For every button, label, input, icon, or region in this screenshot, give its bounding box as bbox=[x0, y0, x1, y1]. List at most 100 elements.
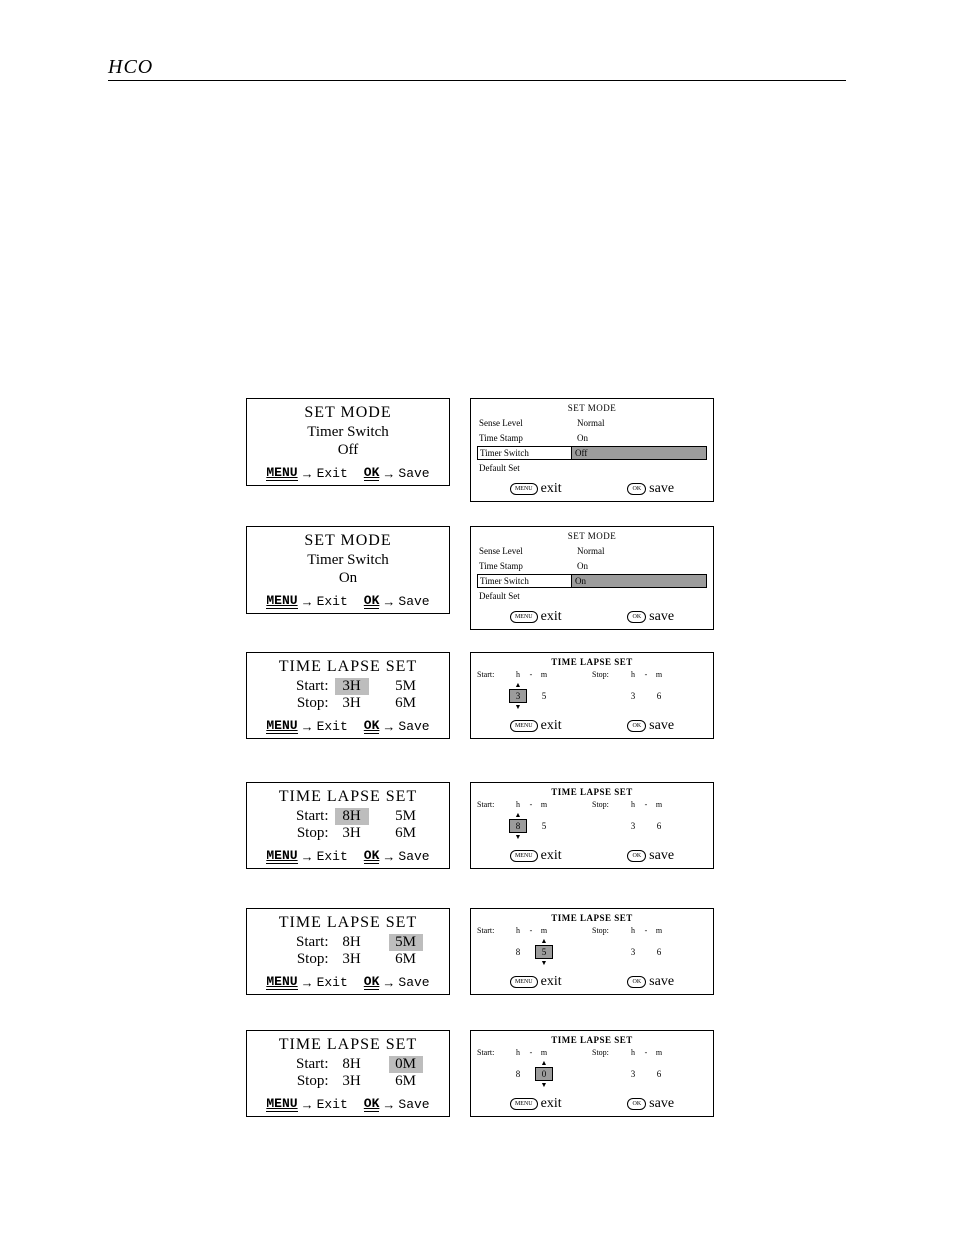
left-footer: MENU→Exit OK→Save bbox=[266, 718, 429, 734]
ok-button[interactable]: OK bbox=[364, 465, 380, 481]
left-stop_h[interactable]: 3H bbox=[335, 1073, 369, 1090]
spinner-s_m[interactable]: 5 bbox=[535, 819, 553, 833]
ok-button[interactable]: OK bbox=[364, 1096, 380, 1112]
menu-pill-button[interactable]: MENUexit bbox=[510, 481, 562, 497]
left-title: SET MODE bbox=[304, 532, 391, 550]
spinner-t_h[interactable]: 3 bbox=[624, 945, 642, 959]
spinner-s_m[interactable]: ▲5▼ bbox=[535, 945, 553, 959]
up-arrow-icon[interactable]: ▲ bbox=[515, 812, 522, 818]
menu-item-defaultset[interactable]: Default Set bbox=[477, 463, 574, 473]
down-arrow-icon[interactable]: ▼ bbox=[541, 960, 548, 966]
spinner-t_m[interactable]: 6 bbox=[650, 689, 668, 703]
left-stop_h[interactable]: 3H bbox=[335, 951, 369, 968]
up-arrow-icon[interactable]: ▲ bbox=[541, 1060, 548, 1066]
panel-row: TIME LAPSE SET Start: 3H 5M Stop: 3H 6M … bbox=[246, 652, 714, 739]
left-stop_h[interactable]: 3H bbox=[335, 695, 369, 712]
left-start_h[interactable]: 3H bbox=[335, 678, 369, 695]
left-tls-panel: TIME LAPSE SET Start: 8H 0M Stop: 3H 6M … bbox=[246, 1030, 450, 1117]
ok-pill-button[interactable]: OKsave bbox=[627, 974, 674, 990]
menu-item-timestamp[interactable]: Time Stamp bbox=[477, 433, 574, 443]
down-arrow-icon[interactable]: ▼ bbox=[515, 834, 522, 840]
menu-button[interactable]: MENU bbox=[266, 593, 297, 609]
spinner-s_h[interactable]: 8 bbox=[509, 945, 527, 959]
menu-item-timerswitch[interactable]: Timer Switch bbox=[477, 446, 572, 460]
menu-button[interactable]: MENU bbox=[266, 848, 297, 864]
menu-item-defaultset[interactable]: Default Set bbox=[477, 591, 574, 601]
ok-pill-button[interactable]: OKsave bbox=[627, 848, 674, 864]
left-title: SET MODE bbox=[304, 404, 391, 422]
left-start_h[interactable]: 8H bbox=[335, 934, 369, 951]
right-tls-panel: TIME LAPSE SET Start: h-m Stop: h-m 8 ▲0… bbox=[470, 1030, 714, 1117]
panel-row: SET MODE Timer Switch On MENU→Exit OK→Sa… bbox=[246, 526, 714, 630]
left-stop_m[interactable]: 6M bbox=[389, 951, 423, 968]
left-stop_m[interactable]: 6M bbox=[389, 695, 423, 712]
menu-pill-button[interactable]: MENUexit bbox=[510, 848, 562, 864]
menu-pill-button[interactable]: MENUexit bbox=[510, 1096, 562, 1112]
right-setmode-panel: SET MODE Sense LevelNormal Time StampOn … bbox=[470, 526, 714, 630]
left-footer: MENU→Exit OK→Save bbox=[266, 1096, 429, 1112]
down-arrow-icon[interactable]: ▼ bbox=[541, 1082, 548, 1088]
stop-label: Stop: bbox=[592, 1048, 624, 1057]
right-title: SET MODE bbox=[477, 531, 707, 541]
spinner-t_h[interactable]: 3 bbox=[624, 1067, 642, 1081]
menu-button[interactable]: MENU bbox=[266, 465, 297, 481]
spinner-s_h[interactable]: ▲3▼ bbox=[509, 689, 527, 703]
left-title: TIME LAPSE SET bbox=[279, 1036, 417, 1054]
left-start_m[interactable]: 5M bbox=[389, 934, 423, 951]
menu-item-value: Off bbox=[572, 446, 707, 460]
spinner-t_m[interactable]: 6 bbox=[650, 945, 668, 959]
spinner-t_h[interactable]: 3 bbox=[624, 689, 642, 703]
menu-item-sense[interactable]: Sense Level bbox=[477, 418, 574, 428]
down-arrow-icon[interactable]: ▼ bbox=[515, 704, 522, 710]
up-arrow-icon[interactable]: ▲ bbox=[515, 682, 522, 688]
right-footer: MENUexit OKsave bbox=[477, 974, 707, 990]
left-stop_m[interactable]: 6M bbox=[389, 825, 423, 842]
menu-item-sense[interactable]: Sense Level bbox=[477, 546, 574, 556]
left-title: TIME LAPSE SET bbox=[279, 658, 417, 676]
stop-label: Stop: bbox=[592, 670, 624, 679]
menu-button[interactable]: MENU bbox=[266, 1096, 297, 1112]
left-start_m[interactable]: 5M bbox=[389, 678, 423, 695]
spinner-s_h[interactable]: 8 bbox=[509, 1067, 527, 1081]
spinner-s_m[interactable]: 5 bbox=[535, 689, 553, 703]
left-stop_m[interactable]: 6M bbox=[389, 1073, 423, 1090]
start-label: Start: bbox=[477, 1048, 509, 1057]
right-title: TIME LAPSE SET bbox=[477, 787, 707, 797]
spinner-t_m[interactable]: 6 bbox=[650, 1067, 668, 1081]
ok-button[interactable]: OK bbox=[364, 974, 380, 990]
start-label: Start: bbox=[477, 800, 509, 809]
panel-row: TIME LAPSE SET Start: 8H 5M Stop: 3H 6M … bbox=[246, 782, 714, 869]
menu-item-timerswitch[interactable]: Timer Switch bbox=[477, 574, 572, 588]
ok-pill-button[interactable]: OKsave bbox=[627, 481, 674, 497]
ok-button[interactable]: OK bbox=[364, 848, 380, 864]
ok-pill-button[interactable]: OKsave bbox=[627, 609, 674, 625]
menu-item-timestamp[interactable]: Time Stamp bbox=[477, 561, 574, 571]
menu-button[interactable]: MENU bbox=[266, 718, 297, 734]
spinner-s_h[interactable]: ▲8▼ bbox=[509, 819, 527, 833]
right-footer: MENUexit OKsave bbox=[477, 718, 707, 734]
menu-pill-button[interactable]: MENUexit bbox=[510, 718, 562, 734]
ok-button[interactable]: OK bbox=[364, 718, 380, 734]
left-tls-panel: TIME LAPSE SET Start: 8H 5M Stop: 3H 6M … bbox=[246, 782, 450, 869]
left-start_m[interactable]: 5M bbox=[389, 808, 423, 825]
stop-label: Stop: bbox=[274, 695, 335, 712]
ok-pill-button[interactable]: OKsave bbox=[627, 1096, 674, 1112]
right-title: TIME LAPSE SET bbox=[477, 1035, 707, 1045]
menu-pill-button[interactable]: MENUexit bbox=[510, 974, 562, 990]
left-start_h[interactable]: 8H bbox=[335, 1056, 369, 1073]
spinner-t_h[interactable]: 3 bbox=[624, 819, 642, 833]
menu-button[interactable]: MENU bbox=[266, 974, 297, 990]
left-setmode-panel: SET MODE Timer Switch Off MENU→Exit OK→S… bbox=[246, 398, 450, 486]
right-title: SET MODE bbox=[477, 403, 707, 413]
ok-pill-button[interactable]: OKsave bbox=[627, 718, 674, 734]
right-tls-panel: TIME LAPSE SET Start: h-m Stop: h-m ▲3▼ … bbox=[470, 652, 714, 739]
start-label: Start: bbox=[477, 670, 509, 679]
left-start_m[interactable]: 0M bbox=[389, 1056, 423, 1073]
spinner-s_m[interactable]: ▲0▼ bbox=[535, 1067, 553, 1081]
menu-pill-button[interactable]: MENUexit bbox=[510, 609, 562, 625]
spinner-t_m[interactable]: 6 bbox=[650, 819, 668, 833]
up-arrow-icon[interactable]: ▲ bbox=[541, 938, 548, 944]
left-start_h[interactable]: 8H bbox=[335, 808, 369, 825]
left-stop_h[interactable]: 3H bbox=[335, 825, 369, 842]
ok-button[interactable]: OK bbox=[364, 593, 380, 609]
